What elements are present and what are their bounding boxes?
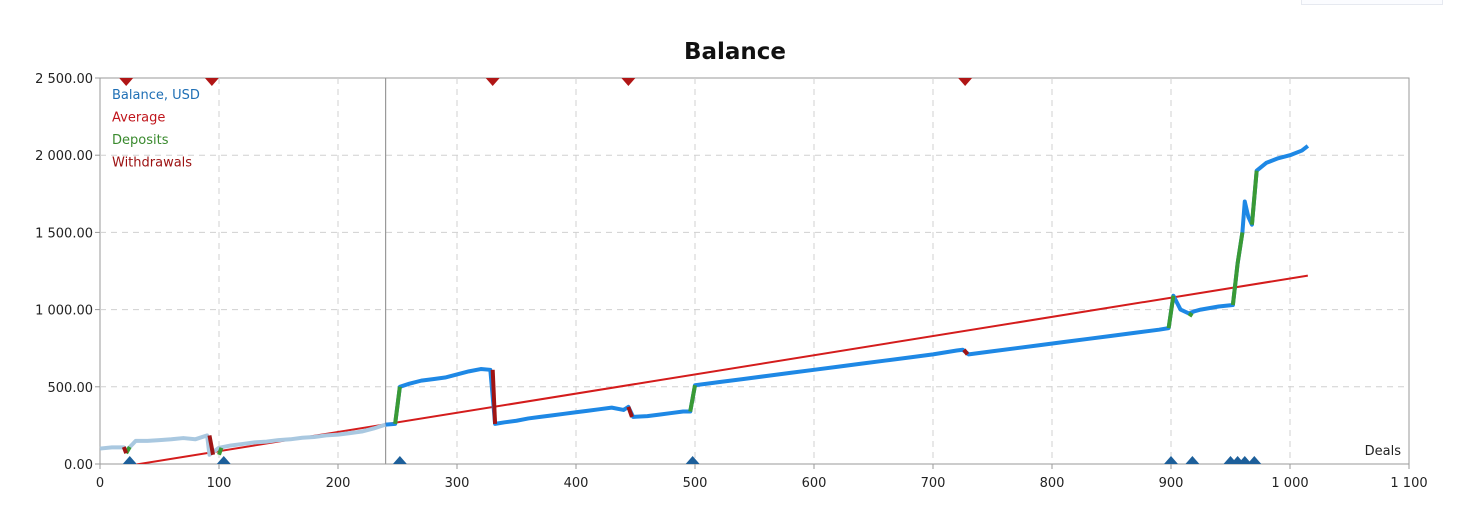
withdrawal-segments [121,348,970,456]
y-tick-label: 500.00 [48,381,94,396]
deposit-marker-icon [1164,456,1178,464]
x-axis-ticks: 0 100 200 300 400 500 600 700 800 900 1 000 1 100 [96,464,1428,491]
legend-entry: Deposits [112,133,169,148]
x-tick-label: 700 [921,476,946,491]
y-axis-ticks: 0.00 500.00 1 000.00 1 500.00 2 000.00 2 500.… [35,72,100,473]
deposit-segment [1235,232,1245,264]
balance-line-history [99,422,387,457]
deposit-marker-icon [392,456,407,464]
x-tick-label: 100 [207,476,232,491]
deposit-segment [1230,263,1240,306]
legend-entry: Balance, USD [112,88,200,103]
withdrawal-segment [121,446,129,454]
plot-area [99,77,1410,465]
event-markers [119,78,1262,464]
deposit-marker-icon [216,456,231,464]
withdrawal-marker-icon [119,78,134,86]
x-tick-label: 400 [564,476,589,491]
withdrawal-marker-icon [204,78,219,86]
withdrawal-segment [962,348,970,356]
balance-series [99,144,1310,457]
toolbar-corner-box [1301,0,1443,5]
x-tick-label: 500 [683,476,708,491]
y-tick-label: 0.00 [64,458,93,473]
x-tick-label: 0 [96,476,104,491]
deposit-marker-icon [122,456,137,464]
chart-legend: Balance, USD Average Deposits Withdrawals [112,88,200,171]
withdrawal-marker-icon [958,78,973,86]
x-tick-label: 200 [326,476,351,491]
withdrawal-marker-icon [621,78,636,86]
deposit-segment [393,386,402,425]
withdrawal-segment [490,369,498,424]
deposit-marker-icon [1185,456,1200,464]
deposit-segments [124,170,1259,456]
withdrawal-marker-icon [485,78,500,86]
x-axis-label: Deals [1365,444,1402,459]
y-tick-label: 2 500.00 [35,72,93,87]
deposit-marker-icon [1247,456,1262,464]
withdrawal-segment [207,435,216,456]
x-tick-label: 1 000 [1271,476,1308,491]
y-tick-label: 2 000.00 [35,149,93,164]
deposit-segment [217,447,224,456]
x-tick-label: 300 [445,476,470,491]
y-tick-label: 1 500.00 [35,226,93,241]
grid-lines [100,78,1409,464]
x-tick-label: 600 [802,476,827,491]
x-tick-label: 800 [1040,476,1065,491]
legend-entry: Average [112,111,165,126]
chart-title: Balance [684,39,786,65]
legend-entry: Withdrawals [112,156,192,171]
deposit-marker-icon [1237,456,1252,464]
balance-line [385,144,1310,427]
x-tick-label: 900 [1159,476,1184,491]
deposit-segment [1166,295,1176,329]
withdrawal-segment [626,406,634,418]
deposit-segment [1187,311,1194,318]
deposit-marker-icon [685,456,700,464]
y-tick-label: 1 000.00 [35,304,93,319]
x-tick-label: 1 100 [1390,476,1427,491]
deposit-segment [1249,170,1259,225]
deposit-segment [688,384,697,412]
